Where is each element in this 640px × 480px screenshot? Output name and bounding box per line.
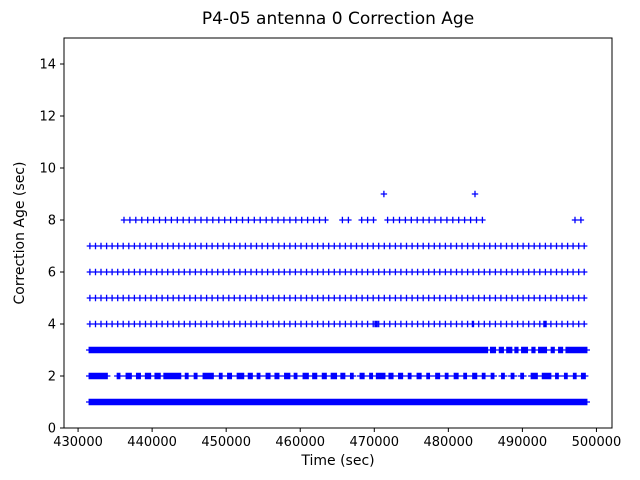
y-tick-label: 0 [48, 422, 56, 437]
y-tick-label: 2 [48, 370, 56, 385]
x-tick-label: 480000 [424, 435, 474, 450]
marker-band-y1 [86, 398, 590, 406]
x-tick-label: 490000 [498, 435, 548, 450]
marker-band-y8 [120, 216, 585, 224]
x-tick-label: 470000 [349, 435, 399, 450]
y-tick-label: 12 [39, 110, 56, 125]
marker-band-y7 [86, 242, 588, 250]
scatter-markers [86, 190, 590, 406]
x-tick-label: 450000 [201, 435, 251, 450]
y-tick-label: 4 [48, 318, 56, 333]
x-tick-group: 430000 440000 450000 460000 470000 480000 4900… [53, 428, 621, 450]
x-tick-label: 430000 [53, 435, 103, 450]
y-tick-label: 6 [48, 266, 56, 281]
y-tick-group: 0 2 4 6 8 10 12 14 [39, 58, 64, 437]
marker-band-y6 [86, 268, 588, 276]
x-tick-label: 460000 [275, 435, 325, 450]
x-axis-label: Time (sec) [301, 453, 375, 469]
marker-band-y5 [86, 294, 588, 302]
axes-frame [63, 37, 613, 429]
x-tick-label: 500000 [572, 435, 622, 450]
y-tick-label: 8 [48, 214, 56, 229]
chart-title: P4-05 antenna 0 Correction Age [201, 9, 475, 29]
marker-band-y9 [380, 190, 479, 198]
marker-band-y3 [86, 346, 590, 354]
y-tick-label: 14 [39, 58, 56, 73]
x-tick-label: 440000 [127, 435, 177, 450]
marker-band-y4 [86, 320, 588, 328]
marker-band-y2 [86, 372, 589, 380]
y-tick-label: 10 [39, 162, 56, 177]
